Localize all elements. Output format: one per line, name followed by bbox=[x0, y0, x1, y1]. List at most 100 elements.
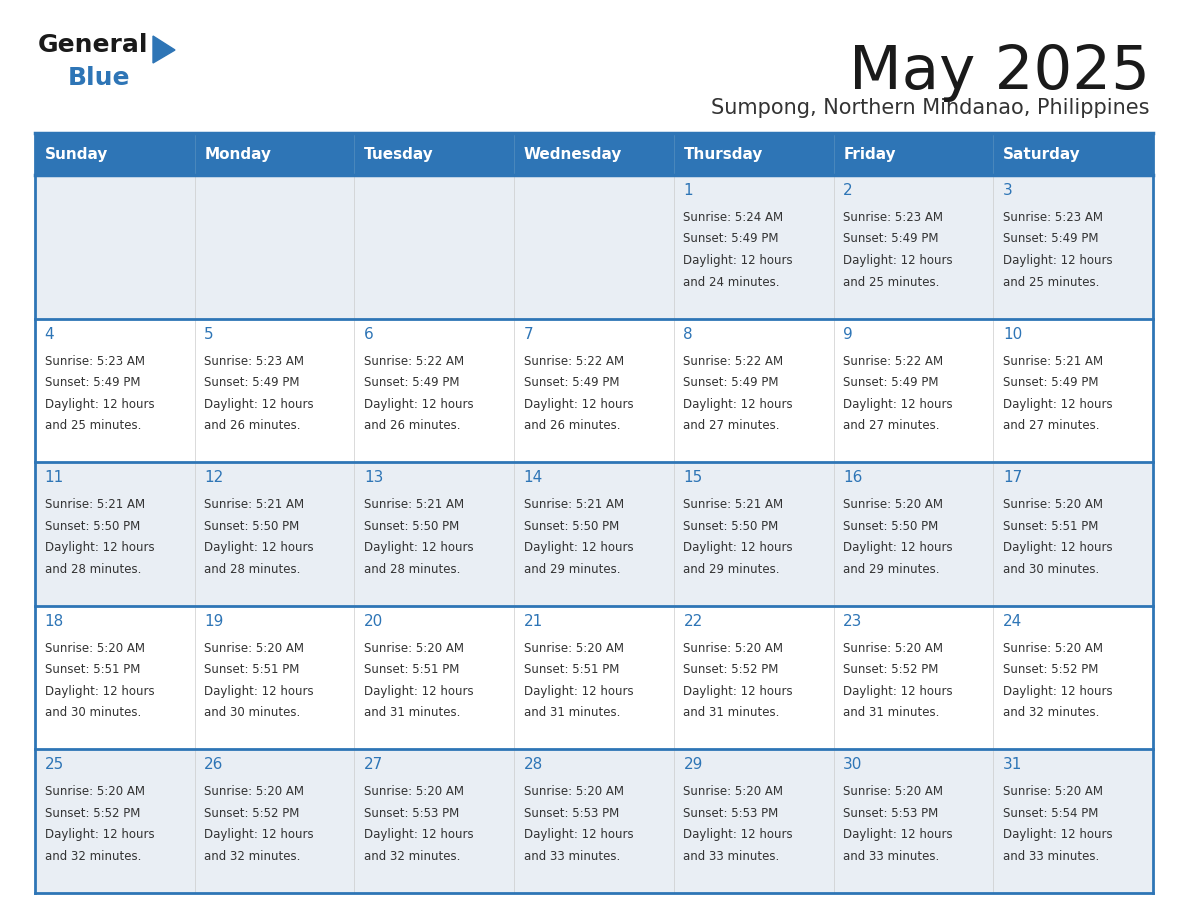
Bar bbox=[34, 606, 1154, 749]
Text: 6: 6 bbox=[364, 327, 374, 341]
Text: Daylight: 12 hours: Daylight: 12 hours bbox=[843, 397, 953, 410]
Text: and 28 minutes.: and 28 minutes. bbox=[45, 563, 141, 576]
Text: 14: 14 bbox=[524, 470, 543, 486]
Text: Sunday: Sunday bbox=[45, 147, 108, 162]
Text: Sunrise: 5:20 AM: Sunrise: 5:20 AM bbox=[364, 786, 465, 799]
Bar bbox=[34, 319, 1154, 462]
Text: Daylight: 12 hours: Daylight: 12 hours bbox=[524, 397, 633, 410]
Text: Sunrise: 5:20 AM: Sunrise: 5:20 AM bbox=[204, 642, 304, 655]
Text: Sunrise: 5:20 AM: Sunrise: 5:20 AM bbox=[683, 786, 783, 799]
Text: Sunrise: 5:20 AM: Sunrise: 5:20 AM bbox=[45, 642, 145, 655]
Text: 19: 19 bbox=[204, 614, 223, 629]
Text: Sunset: 5:53 PM: Sunset: 5:53 PM bbox=[683, 807, 778, 820]
Text: Daylight: 12 hours: Daylight: 12 hours bbox=[683, 828, 794, 842]
Text: 26: 26 bbox=[204, 757, 223, 772]
Text: Sunrise: 5:21 AM: Sunrise: 5:21 AM bbox=[683, 498, 784, 511]
Text: 5: 5 bbox=[204, 327, 214, 341]
Text: Sunset: 5:53 PM: Sunset: 5:53 PM bbox=[843, 807, 939, 820]
Text: Sunset: 5:49 PM: Sunset: 5:49 PM bbox=[843, 376, 939, 389]
Text: Daylight: 12 hours: Daylight: 12 hours bbox=[843, 685, 953, 698]
Text: Daylight: 12 hours: Daylight: 12 hours bbox=[45, 828, 154, 842]
Text: Sunrise: 5:22 AM: Sunrise: 5:22 AM bbox=[524, 354, 624, 367]
Text: Daylight: 12 hours: Daylight: 12 hours bbox=[1003, 254, 1112, 267]
Text: and 28 minutes.: and 28 minutes. bbox=[204, 563, 301, 576]
Text: Daylight: 12 hours: Daylight: 12 hours bbox=[364, 828, 474, 842]
Text: Daylight: 12 hours: Daylight: 12 hours bbox=[364, 542, 474, 554]
Text: 31: 31 bbox=[1003, 757, 1022, 772]
Polygon shape bbox=[153, 36, 175, 63]
Text: Sunset: 5:50 PM: Sunset: 5:50 PM bbox=[45, 520, 140, 532]
Text: Daylight: 12 hours: Daylight: 12 hours bbox=[1003, 828, 1112, 842]
Text: Sunset: 5:49 PM: Sunset: 5:49 PM bbox=[1003, 232, 1099, 245]
Text: 1: 1 bbox=[683, 183, 693, 198]
Text: Daylight: 12 hours: Daylight: 12 hours bbox=[204, 542, 314, 554]
Text: Sunrise: 5:23 AM: Sunrise: 5:23 AM bbox=[45, 354, 145, 367]
Bar bbox=[34, 175, 1154, 319]
Text: and 31 minutes.: and 31 minutes. bbox=[364, 706, 461, 720]
Text: and 25 minutes.: and 25 minutes. bbox=[843, 275, 940, 288]
Text: Sunrise: 5:21 AM: Sunrise: 5:21 AM bbox=[524, 498, 624, 511]
Text: Daylight: 12 hours: Daylight: 12 hours bbox=[364, 685, 474, 698]
Text: Monday: Monday bbox=[204, 147, 271, 162]
Text: Daylight: 12 hours: Daylight: 12 hours bbox=[1003, 542, 1112, 554]
Text: Daylight: 12 hours: Daylight: 12 hours bbox=[683, 397, 794, 410]
Text: Sunset: 5:49 PM: Sunset: 5:49 PM bbox=[204, 376, 299, 389]
Text: General: General bbox=[38, 33, 148, 57]
Text: 17: 17 bbox=[1003, 470, 1022, 486]
Text: 24: 24 bbox=[1003, 614, 1022, 629]
Text: and 31 minutes.: and 31 minutes. bbox=[524, 706, 620, 720]
Text: Sunrise: 5:20 AM: Sunrise: 5:20 AM bbox=[524, 786, 624, 799]
Text: Sunset: 5:50 PM: Sunset: 5:50 PM bbox=[204, 520, 299, 532]
Text: 23: 23 bbox=[843, 614, 862, 629]
Text: Sunrise: 5:20 AM: Sunrise: 5:20 AM bbox=[204, 786, 304, 799]
Text: and 30 minutes.: and 30 minutes. bbox=[45, 706, 141, 720]
Text: Daylight: 12 hours: Daylight: 12 hours bbox=[204, 397, 314, 410]
Text: Daylight: 12 hours: Daylight: 12 hours bbox=[45, 542, 154, 554]
Text: Sunrise: 5:23 AM: Sunrise: 5:23 AM bbox=[843, 211, 943, 224]
Text: Sunset: 5:49 PM: Sunset: 5:49 PM bbox=[843, 232, 939, 245]
Text: Daylight: 12 hours: Daylight: 12 hours bbox=[524, 685, 633, 698]
Text: 9: 9 bbox=[843, 327, 853, 341]
Text: 10: 10 bbox=[1003, 327, 1022, 341]
Text: 8: 8 bbox=[683, 327, 693, 341]
Text: Daylight: 12 hours: Daylight: 12 hours bbox=[204, 828, 314, 842]
Text: and 25 minutes.: and 25 minutes. bbox=[45, 420, 141, 432]
Text: Sunset: 5:51 PM: Sunset: 5:51 PM bbox=[364, 664, 460, 677]
Text: Daylight: 12 hours: Daylight: 12 hours bbox=[204, 685, 314, 698]
Text: and 33 minutes.: and 33 minutes. bbox=[1003, 850, 1099, 863]
Text: Sunset: 5:51 PM: Sunset: 5:51 PM bbox=[45, 664, 140, 677]
Text: and 32 minutes.: and 32 minutes. bbox=[1003, 706, 1099, 720]
Text: Daylight: 12 hours: Daylight: 12 hours bbox=[843, 828, 953, 842]
Text: Sunset: 5:49 PM: Sunset: 5:49 PM bbox=[1003, 376, 1099, 389]
Text: Daylight: 12 hours: Daylight: 12 hours bbox=[683, 685, 794, 698]
Bar bbox=[34, 462, 1154, 606]
Text: and 32 minutes.: and 32 minutes. bbox=[364, 850, 461, 863]
Text: and 27 minutes.: and 27 minutes. bbox=[1003, 420, 1099, 432]
Text: Sunset: 5:53 PM: Sunset: 5:53 PM bbox=[524, 807, 619, 820]
Text: Daylight: 12 hours: Daylight: 12 hours bbox=[45, 685, 154, 698]
Text: 12: 12 bbox=[204, 470, 223, 486]
Text: Daylight: 12 hours: Daylight: 12 hours bbox=[843, 254, 953, 267]
Text: Blue: Blue bbox=[68, 66, 131, 90]
Text: Sunrise: 5:21 AM: Sunrise: 5:21 AM bbox=[364, 498, 465, 511]
Text: Sunset: 5:53 PM: Sunset: 5:53 PM bbox=[364, 807, 460, 820]
Bar bbox=[34, 749, 1154, 893]
Text: and 29 minutes.: and 29 minutes. bbox=[524, 563, 620, 576]
Text: 29: 29 bbox=[683, 757, 703, 772]
Text: 22: 22 bbox=[683, 614, 702, 629]
Text: Sunset: 5:49 PM: Sunset: 5:49 PM bbox=[683, 376, 779, 389]
Text: Sunrise: 5:21 AM: Sunrise: 5:21 AM bbox=[204, 498, 304, 511]
Bar bbox=[34, 133, 195, 175]
Text: Sunrise: 5:20 AM: Sunrise: 5:20 AM bbox=[843, 642, 943, 655]
Text: 16: 16 bbox=[843, 470, 862, 486]
Text: 25: 25 bbox=[45, 757, 64, 772]
Text: and 31 minutes.: and 31 minutes. bbox=[843, 706, 940, 720]
Text: and 24 minutes.: and 24 minutes. bbox=[683, 275, 781, 288]
Text: and 33 minutes.: and 33 minutes. bbox=[683, 850, 779, 863]
Text: 30: 30 bbox=[843, 757, 862, 772]
Text: Sunset: 5:52 PM: Sunset: 5:52 PM bbox=[204, 807, 299, 820]
Text: Daylight: 12 hours: Daylight: 12 hours bbox=[45, 397, 154, 410]
Text: and 30 minutes.: and 30 minutes. bbox=[204, 706, 301, 720]
Text: Sunrise: 5:20 AM: Sunrise: 5:20 AM bbox=[524, 642, 624, 655]
Text: Sunset: 5:50 PM: Sunset: 5:50 PM bbox=[364, 520, 460, 532]
